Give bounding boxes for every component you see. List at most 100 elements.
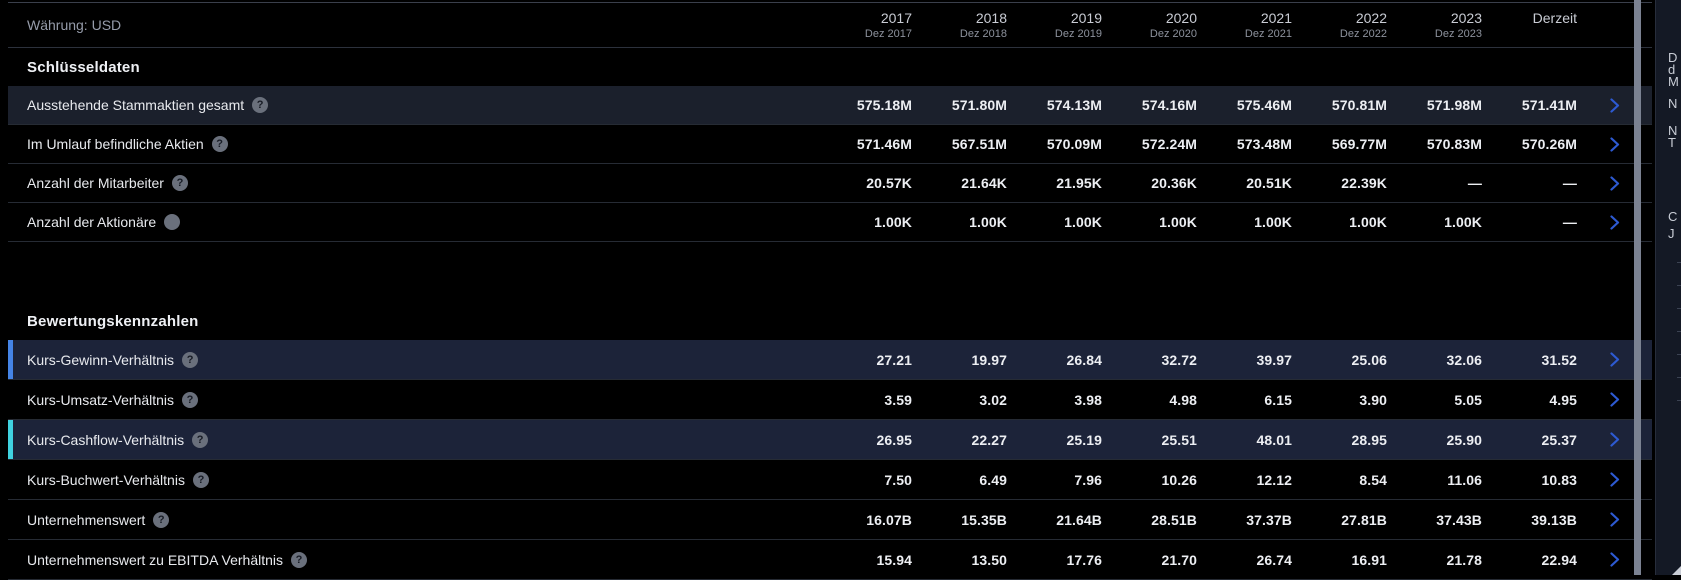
help-icon[interactable]: ? [171, 175, 188, 191]
cell-value: 7.96 [1074, 471, 1102, 488]
table-row[interactable]: Kurs-Umsatz-Verhältnis ? 3.59 3.02 3.98 4.9… [8, 380, 1652, 420]
row-label: Anzahl der Mitarbeiter [27, 175, 164, 191]
row-label: Unternehmenswert [27, 511, 146, 528]
column-period-label: Dez 2021 [1244, 27, 1292, 40]
column-period-label: Dez 2022 [1339, 27, 1387, 40]
cell-value: 3.59 [884, 391, 912, 408]
table-row[interactable]: Anzahl der Aktionäre 1.00K 1.00K 1.00K 1.00… [8, 203, 1652, 242]
help-icon[interactable]: ? [153, 511, 170, 528]
cell-value: 575.46M [1236, 97, 1292, 113]
column-header: 2020 Dez 2020 [1102, 9, 1197, 41]
column-year-label: 2021 [1260, 9, 1292, 26]
cell-value: 1.00K [1159, 214, 1197, 230]
cell-value: — [1562, 175, 1577, 191]
cell-value: 6.49 [979, 471, 1007, 488]
table-row[interactable]: Unternehmenswert ? 16.07B 15.35B 21.64B 28.… [8, 500, 1652, 540]
cell-value: 39.13B [1531, 511, 1577, 528]
chevron-right-icon[interactable] [1609, 552, 1620, 567]
chevron-right-icon[interactable] [1609, 392, 1620, 407]
row-values: 1.00K 1.00K 1.00K 1.00K 1.00K 1.00K 1.00K — [817, 214, 1577, 230]
cell-value: 1.00K [1254, 214, 1292, 230]
chevron-right-icon[interactable] [1609, 97, 1620, 113]
clipped-text-fragment: M [1668, 74, 1679, 89]
cell-value: — [1467, 175, 1482, 191]
chevron-right-icon[interactable] [1609, 512, 1620, 527]
table-row[interactable]: Im Umlauf befindliche Aktien ? 571.46M 56… [8, 125, 1652, 164]
cell-value: 22.94 [1541, 551, 1577, 568]
chevron-right-icon[interactable] [1609, 214, 1620, 230]
cell-value: 16.91 [1351, 551, 1387, 568]
cell-value: 21.64B [1056, 511, 1102, 528]
vertical-scrollbar[interactable] [1634, 0, 1641, 575]
cell-value: 22.39K [1341, 175, 1387, 191]
cell-value: 1.00K [1349, 214, 1387, 230]
column-year-label: 2020 [1165, 9, 1197, 26]
column-year-label: 2019 [1070, 9, 1102, 26]
chevron-right-icon[interactable] [1609, 175, 1620, 191]
column-header: 2018 Dez 2018 [912, 9, 1007, 41]
help-icon[interactable]: ? [192, 471, 209, 488]
table-row[interactable]: Anzahl der Mitarbeiter ? 20.57K 21.64K 21.… [8, 164, 1652, 203]
cell-value: 6.15 [1264, 391, 1292, 408]
cell-value: 570.26M [1521, 136, 1577, 152]
help-icon[interactable]: ? [192, 431, 209, 448]
cell-value: 21.64K [961, 175, 1007, 191]
column-period-label: Dez 2020 [1149, 27, 1197, 40]
tick-mark [1677, 308, 1681, 309]
row-values: 7.50 6.49 7.96 10.26 12.12 8.54 11.06 10.83 [817, 472, 1577, 488]
help-icon[interactable]: ? [291, 551, 308, 568]
help-icon[interactable] [164, 214, 181, 230]
section-title: Schlüsseldaten [27, 58, 140, 76]
help-icon[interactable]: ? [182, 351, 199, 368]
cell-value: 1.00K [1064, 214, 1102, 230]
cell-value: 12.12 [1256, 471, 1292, 488]
cell-value: 25.90 [1446, 431, 1482, 448]
help-icon[interactable]: ? [211, 136, 228, 152]
cell-value: 28.95 [1351, 431, 1387, 448]
cell-value: 20.51K [1246, 175, 1292, 191]
chevron-right-icon[interactable] [1609, 136, 1620, 152]
help-icon[interactable]: ? [252, 97, 269, 113]
cell-value: 25.06 [1351, 351, 1387, 368]
cell-value: 27.21 [876, 351, 912, 368]
clipped-text-fragment: T [1668, 135, 1676, 150]
row-label-cell: Ausstehende Stammaktien gesamt ? [8, 97, 817, 113]
cell-value: 21.70 [1161, 551, 1197, 568]
table-row[interactable]: Kurs-Buchwert-Verhältnis ? 7.50 6.49 7.96 1… [8, 460, 1652, 500]
row-values: 575.18M 571.80M 574.13M 574.16M 575.46M 570.8… [817, 97, 1577, 113]
chevron-right-icon[interactable] [1609, 352, 1620, 367]
table-row[interactable]: Unternehmenswert zu EBITDA Verhältnis ? … [8, 540, 1652, 580]
row-accent-bar [8, 340, 13, 379]
chevron-right-icon[interactable] [1609, 432, 1620, 447]
help-icon[interactable]: ? [182, 391, 199, 408]
chevron-right-icon[interactable] [1609, 472, 1620, 487]
column-period-label: Dez 2017 [864, 27, 912, 40]
cell-value: 26.84 [1066, 351, 1102, 368]
cell-value: 4.98 [1169, 391, 1197, 408]
column-header: 2019 Dez 2019 [1007, 9, 1102, 41]
table-row[interactable]: Kurs-Cashflow-Verhältnis ? 26.95 22.27 25.… [8, 420, 1652, 460]
clipped-text-fragment: d [1668, 62, 1676, 77]
table-row[interactable]: Kurs-Gewinn-Verhältnis ? 27.21 19.97 26.84… [8, 340, 1652, 380]
cell-value: 26.74 [1256, 551, 1292, 568]
cell-value: 1.00K [1444, 214, 1482, 230]
column-header: Derzeit [1482, 9, 1577, 41]
column-headers: 2017 Dez 2017 2018 Dez 2018 2019 Dez 201… [817, 9, 1577, 41]
cell-value: 572.24M [1141, 136, 1197, 152]
cell-value: 3.90 [1359, 391, 1387, 408]
column-year-label: Derzeit [1532, 9, 1577, 26]
table-header-row: Währung: USD 2017 Dez 2017 2018 Dez 2018… [8, 2, 1652, 48]
cell-value: 1.00K [969, 214, 1007, 230]
row-label: Kurs-Buchwert-Verhältnis [27, 471, 185, 488]
cell-value: 10.83 [1541, 471, 1577, 488]
column-header: 2017 Dez 2017 [817, 9, 912, 41]
row-values: 571.46M 567.51M 570.09M 572.24M 573.48M 569.7… [817, 136, 1577, 152]
row-label: Kurs-Gewinn-Verhältnis [27, 351, 175, 368]
tick-mark [1677, 262, 1681, 263]
table-row[interactable]: Ausstehende Stammaktien gesamt ? 575.18M… [8, 86, 1652, 125]
column-period-label [1482, 27, 1577, 41]
row-label-cell: Kurs-Cashflow-Verhältnis ? [8, 431, 817, 448]
row-label: Ausstehende Stammaktien gesamt [27, 97, 245, 113]
row-accent-bar [8, 420, 13, 459]
